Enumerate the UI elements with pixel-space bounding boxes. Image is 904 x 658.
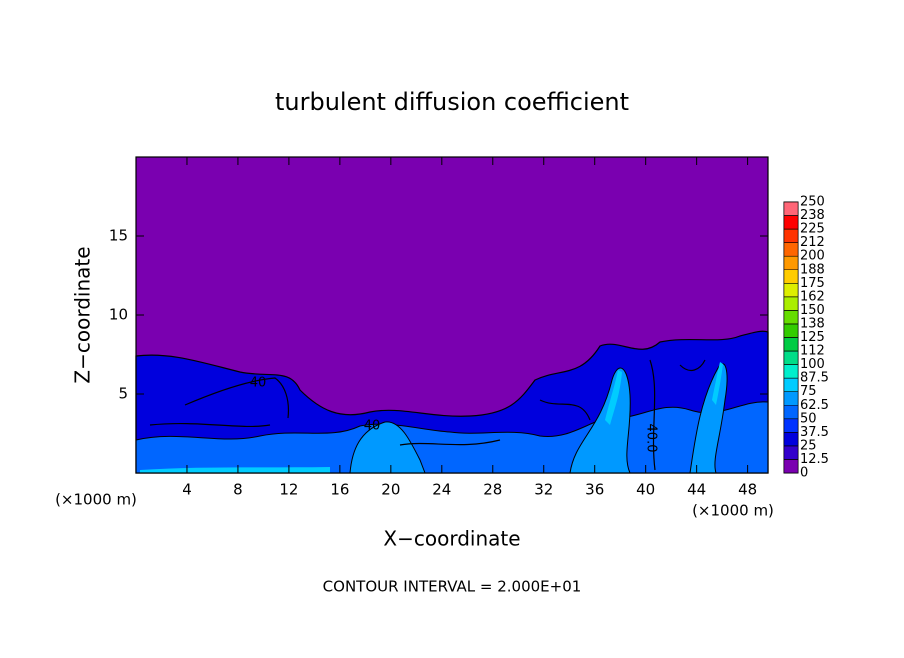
colorbar-label: 0 [800,466,808,481]
y-axis-label: Z−coordinate [71,246,95,383]
x-unit-label: (×1000 m) [55,491,137,509]
y-tick-label: 15 [109,227,128,245]
x-tick-label: 12 [279,481,298,499]
contour-label: 40.0 [644,424,659,453]
colorbar-swatch [783,418,799,433]
x-tick-label: 20 [381,481,400,499]
y-tick-label: 10 [109,306,128,324]
contour-line [149,359,706,471]
chart-title: turbulent diffusion coefficient [275,88,629,116]
x-axis-label: X−coordinate [383,527,520,551]
x-tick-label: 16 [330,481,349,499]
colorbar-label: 138 [800,316,825,331]
x-tick-label: 44 [687,481,706,499]
colorbar-swatch [783,459,799,474]
x-tick-label: 4 [182,481,192,499]
colorbar-label: 212 [800,235,825,250]
colorbar-swatch [783,310,799,325]
colorbar-swatch [783,255,799,271]
colorbar-swatch [783,391,799,406]
colorbar-swatch [783,432,799,447]
contour-field [135,157,769,474]
colorbar-swatch [783,296,799,311]
colorbar-label: 112 [800,344,825,359]
colorbar-label: 250 [800,195,825,210]
colorbar-swatch [783,364,799,379]
colorbar-swatch [783,201,799,216]
x-tick-label: 24 [432,481,451,499]
contour-label: 40 [250,376,267,391]
x-tick-label: 28 [483,481,502,499]
colorbar-swatch [783,405,799,420]
colorbar-swatch [783,228,799,243]
colorbar-label: 150 [800,303,825,318]
colorbar-label: 25 [800,438,817,453]
field-region [140,362,723,473]
colorbar-label: 87.5 [800,371,829,386]
x-tick-label: 32 [534,481,553,499]
colorbar-swatch [783,377,799,392]
contour-label: 40 [364,419,381,434]
x-unit-label: (×1000 m) [692,502,774,520]
colorbar-label: 200 [800,249,825,264]
colorbar-label: 12.5 [800,452,829,467]
colorbar-label: 238 [800,208,825,223]
colorbar-label: 125 [800,330,825,345]
colorbar-swatch [783,242,799,257]
colorbar-swatch [783,283,799,298]
colorbar-swatch [783,350,799,365]
colorbar-swatch [783,323,799,338]
colorbar-label: 62.5 [800,398,829,413]
y-tick-label: 5 [118,385,128,403]
x-tick-label: 48 [738,481,757,499]
colorbar-label: 225 [800,222,825,237]
colorbar-swatch [783,215,799,230]
x-tick-label: 36 [585,481,604,499]
x-tick-label: 8 [233,481,243,499]
colorbar-label: 162 [800,289,825,304]
colorbar-label: 100 [800,357,825,372]
colorbar-swatch [783,269,799,284]
colorbar-swatch [783,445,799,460]
colorbar-label: 175 [800,276,825,291]
colorbar-label: 37.5 [800,425,829,440]
x-tick-label: 40 [636,481,655,499]
colorbar-label: 75 [800,384,817,399]
colorbar-label: 50 [800,411,817,426]
footnote: CONTOUR INTERVAL = 2.000E+01 [323,578,582,596]
colorbar-label: 188 [800,262,825,277]
colorbar-swatch [783,337,799,352]
field-region [349,363,728,474]
